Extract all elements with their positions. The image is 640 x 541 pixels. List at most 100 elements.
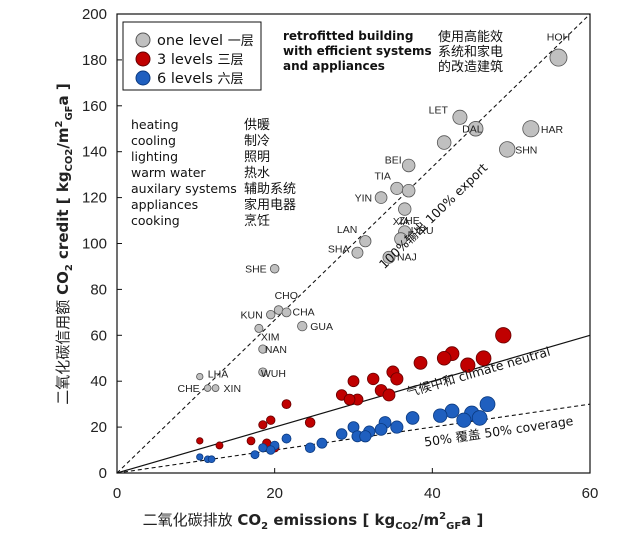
city-label-wuh: WUH bbox=[261, 368, 286, 380]
point-one-level-14 bbox=[351, 246, 364, 259]
use-label-cn-4: 辅助系统 bbox=[244, 182, 296, 197]
point-3-levels-19 bbox=[246, 436, 256, 446]
point-6-levels-21 bbox=[250, 450, 260, 460]
point-one-level-16 bbox=[269, 264, 280, 274]
retrofit-label-en-2: and appliances bbox=[283, 59, 385, 73]
point-one-level-1 bbox=[452, 109, 468, 125]
point-6-levels-15 bbox=[316, 437, 328, 449]
point-3-levels-15 bbox=[281, 399, 292, 410]
point-one-level-15 bbox=[382, 250, 396, 264]
x-tick-label: 20 bbox=[266, 485, 283, 502]
city-label-shn: SHN bbox=[515, 144, 537, 156]
point-6-levels-23 bbox=[196, 453, 204, 461]
point-one-level-23 bbox=[258, 367, 268, 377]
point-3-levels-3 bbox=[475, 350, 492, 367]
point-one-level-13 bbox=[359, 235, 372, 248]
y-tick-label: 100 bbox=[82, 236, 107, 253]
y-tick-label: 180 bbox=[82, 52, 107, 69]
city-label-har: HAR bbox=[541, 124, 564, 136]
city-label-gua: GUA bbox=[310, 321, 333, 333]
y-tick-label: 160 bbox=[82, 98, 107, 115]
retrofit-label-en-1: with efficient systems bbox=[283, 44, 432, 58]
legend-label-0: one level 一层 bbox=[157, 33, 254, 49]
city-label-sha: SHA bbox=[328, 244, 350, 256]
use-label-en-1: cooling bbox=[131, 133, 176, 148]
legend-marker-1 bbox=[135, 51, 151, 67]
point-one-level-24 bbox=[196, 372, 204, 381]
city-label-cho: CHO bbox=[275, 290, 298, 302]
point-6-levels-6 bbox=[456, 412, 472, 428]
y-tick-label: 200 bbox=[82, 6, 107, 23]
legend-marker-2 bbox=[135, 70, 151, 86]
point-one-level-21 bbox=[254, 323, 264, 333]
y-tick-label: 0 bbox=[99, 465, 107, 482]
point-3-levels-9 bbox=[347, 375, 360, 388]
city-label-nan: NAN bbox=[265, 344, 287, 356]
city-label-lan: LAN bbox=[337, 224, 357, 236]
point-one-level-4 bbox=[436, 135, 452, 150]
point-one-level-18 bbox=[281, 307, 292, 318]
point-3-levels-4 bbox=[460, 357, 476, 373]
point-one-level-2 bbox=[467, 121, 484, 137]
use-label-cn-6: 烹饪 bbox=[244, 214, 270, 229]
use-label-cn-3: 热水 bbox=[244, 166, 270, 181]
point-one-level-8 bbox=[401, 183, 416, 198]
retrofit-label-cn-0: 使用高能效 bbox=[438, 29, 503, 45]
city-label-che: CHE bbox=[177, 383, 199, 395]
point-3-levels-18 bbox=[258, 420, 268, 430]
y-tick-label: 120 bbox=[82, 190, 107, 207]
point-3-levels-13 bbox=[343, 393, 356, 406]
point-one-level-26 bbox=[211, 384, 220, 392]
point-6-levels-24 bbox=[207, 455, 216, 464]
legend-label-2: 6 levels 六层 bbox=[157, 71, 244, 87]
point-6-levels-16 bbox=[304, 442, 316, 454]
city-label-bei: BEI bbox=[385, 154, 402, 166]
point-3-levels-7 bbox=[390, 372, 404, 386]
legend-marker-0 bbox=[135, 32, 151, 48]
point-6-levels-4 bbox=[471, 410, 488, 426]
x-tick-label: 40 bbox=[424, 485, 441, 502]
city-label-xia: XIA bbox=[393, 216, 410, 228]
reference-line-100-export bbox=[116, 13, 591, 474]
point-6-levels-5 bbox=[405, 411, 420, 425]
city-label-she: SHE bbox=[245, 264, 267, 276]
point-6-levels-12 bbox=[335, 428, 348, 440]
city-label-naj: NAJ bbox=[397, 251, 417, 263]
use-label-cn-5: 家用电器 bbox=[244, 197, 296, 213]
use-label-cn-1: 制冷 bbox=[244, 134, 270, 149]
use-label-en-6: cooking bbox=[131, 213, 180, 228]
point-6-levels-11 bbox=[374, 423, 388, 436]
legend-label-1: 3 levels 三层 bbox=[157, 52, 244, 68]
point-6-levels-3 bbox=[433, 408, 448, 423]
point-6-levels-8 bbox=[390, 420, 404, 434]
use-label-en-0: heating bbox=[131, 117, 179, 132]
legend: one level 一层 3 levels 三层 6 levels 六层 bbox=[122, 21, 262, 91]
point-one-level-3 bbox=[522, 120, 540, 138]
point-one-level-10 bbox=[398, 202, 412, 216]
city-label-tia: TIA bbox=[375, 170, 391, 182]
retrofit-label-cn-2: 的改造建筑 bbox=[438, 59, 503, 75]
retrofit-label-en-0: retrofitted building bbox=[283, 29, 413, 43]
point-one-level-9 bbox=[374, 191, 388, 204]
point-3-levels-16 bbox=[266, 415, 276, 425]
city-label-lha: LHA bbox=[208, 369, 228, 381]
use-label-en-3: warm water bbox=[131, 165, 206, 180]
point-6-levels-17 bbox=[281, 433, 292, 444]
y-tick-label: 80 bbox=[90, 281, 107, 298]
point-3-levels-14 bbox=[382, 388, 396, 402]
city-label-yin: YIN bbox=[355, 193, 373, 205]
point-3-levels-2 bbox=[436, 351, 452, 366]
point-one-level-0 bbox=[549, 48, 568, 67]
y-axis-title: 二氧化碳信用额 CO2 credit [ kgCO2/m2GFa ] bbox=[54, 83, 75, 404]
city-label-kun: KUN bbox=[241, 310, 263, 322]
y-tick-label: 20 bbox=[90, 419, 107, 436]
retrofit-label-cn-1: 系统和家电 bbox=[438, 44, 503, 60]
city-label-xin: XIN bbox=[224, 383, 242, 395]
point-one-level-19 bbox=[266, 309, 276, 320]
use-label-en-5: appliances bbox=[131, 197, 198, 212]
city-label-dal: DAL bbox=[462, 124, 483, 136]
x-tick-label: 60 bbox=[582, 485, 599, 502]
city-label-xim: XIM bbox=[261, 331, 280, 343]
point-3-levels-5 bbox=[413, 355, 428, 370]
